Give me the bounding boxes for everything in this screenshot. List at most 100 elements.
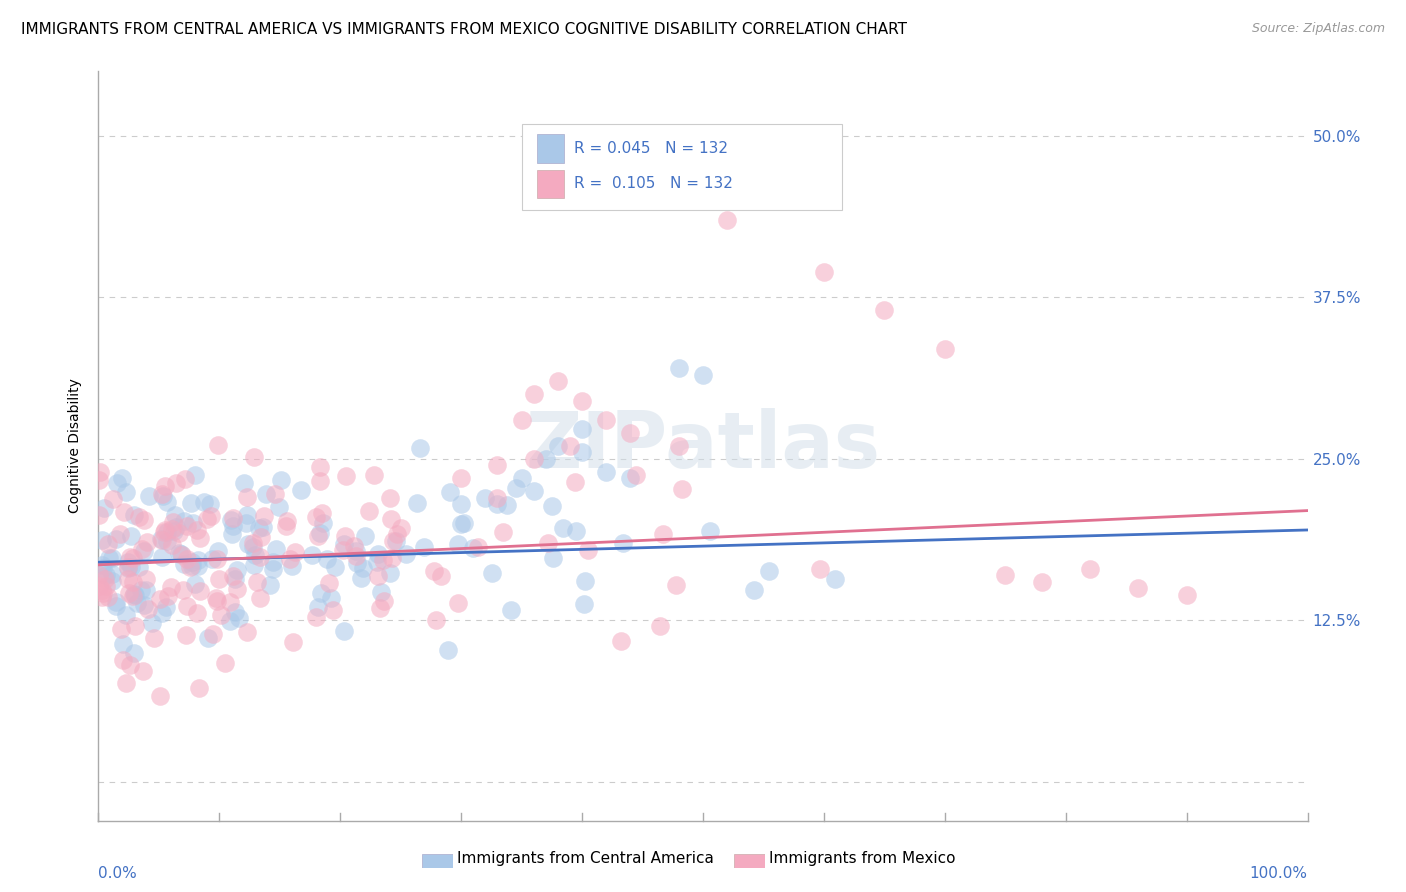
Point bbox=[758, 565, 780, 579]
Point bbox=[344, 544, 367, 558]
Point bbox=[122, 587, 145, 601]
Text: R = 0.045   N = 132: R = 0.045 N = 132 bbox=[574, 141, 728, 156]
Point bbox=[305, 610, 328, 624]
Point bbox=[131, 542, 153, 557]
Point bbox=[406, 496, 429, 510]
Point bbox=[486, 491, 509, 505]
Point bbox=[226, 582, 249, 596]
Point bbox=[136, 602, 159, 616]
Point bbox=[323, 560, 346, 574]
Point bbox=[332, 537, 354, 551]
Text: 0.0%: 0.0% bbox=[98, 865, 138, 880]
Point bbox=[176, 552, 198, 566]
Text: ZIPatlas: ZIPatlas bbox=[526, 408, 880, 484]
Point bbox=[453, 516, 475, 531]
Point bbox=[87, 508, 110, 522]
Point bbox=[571, 445, 593, 459]
Point bbox=[235, 508, 257, 522]
Point bbox=[311, 506, 333, 520]
Point bbox=[165, 520, 187, 534]
Point bbox=[224, 572, 246, 586]
Point bbox=[143, 631, 166, 645]
Point bbox=[97, 590, 120, 604]
Point bbox=[160, 522, 183, 536]
Point bbox=[110, 622, 132, 636]
Point bbox=[163, 524, 186, 538]
Point bbox=[108, 526, 131, 541]
Point bbox=[132, 598, 155, 612]
Point bbox=[368, 601, 391, 615]
Point bbox=[307, 600, 329, 615]
Point bbox=[207, 438, 229, 452]
Point bbox=[541, 499, 564, 513]
Point bbox=[619, 471, 641, 485]
Point bbox=[808, 562, 831, 576]
Bar bbox=[537, 169, 564, 198]
Point bbox=[283, 545, 305, 559]
Point bbox=[165, 475, 187, 490]
Point bbox=[505, 481, 527, 495]
Point bbox=[121, 550, 143, 565]
Point bbox=[100, 574, 122, 589]
Point bbox=[101, 491, 124, 506]
Point bbox=[332, 624, 354, 638]
Point bbox=[219, 595, 242, 609]
Point bbox=[378, 566, 401, 580]
Point bbox=[262, 555, 284, 569]
Point bbox=[994, 568, 1017, 582]
Point bbox=[162, 515, 184, 529]
Point bbox=[439, 484, 461, 499]
Point bbox=[412, 540, 434, 554]
Point bbox=[205, 594, 228, 608]
Point bbox=[101, 566, 124, 581]
Point bbox=[264, 487, 287, 501]
Point bbox=[558, 439, 581, 453]
Point bbox=[172, 583, 194, 598]
Point bbox=[118, 549, 141, 564]
Point bbox=[467, 540, 489, 554]
Point bbox=[181, 558, 204, 573]
Point bbox=[87, 579, 110, 593]
Point bbox=[90, 590, 112, 604]
Point bbox=[200, 508, 222, 523]
Point bbox=[264, 542, 287, 557]
Point bbox=[222, 519, 245, 533]
Point bbox=[547, 375, 569, 389]
Point bbox=[152, 606, 174, 620]
Point bbox=[219, 614, 242, 628]
Point bbox=[370, 585, 392, 599]
Point bbox=[624, 467, 647, 482]
Text: R =  0.105   N = 132: R = 0.105 N = 132 bbox=[574, 177, 733, 191]
Point bbox=[290, 483, 312, 497]
Point bbox=[574, 597, 596, 611]
Point bbox=[122, 508, 145, 523]
Point bbox=[141, 616, 163, 631]
Point bbox=[93, 586, 115, 600]
Point bbox=[91, 558, 114, 572]
Point bbox=[335, 468, 357, 483]
Point bbox=[461, 541, 484, 556]
Point bbox=[181, 516, 204, 530]
Point bbox=[668, 361, 690, 376]
Y-axis label: Cognitive Disability: Cognitive Disability bbox=[69, 378, 83, 514]
Point bbox=[315, 552, 337, 566]
Point bbox=[262, 562, 284, 576]
Point bbox=[536, 536, 558, 550]
FancyBboxPatch shape bbox=[522, 124, 842, 210]
Point bbox=[650, 619, 672, 633]
Point bbox=[115, 675, 138, 690]
Point bbox=[363, 468, 385, 483]
Point bbox=[319, 591, 342, 606]
Point bbox=[235, 516, 257, 531]
Point bbox=[155, 534, 177, 549]
Point bbox=[208, 572, 231, 586]
Point bbox=[188, 531, 211, 545]
Point bbox=[157, 590, 180, 604]
Point bbox=[305, 509, 328, 524]
Point bbox=[252, 520, 274, 534]
Point bbox=[117, 561, 139, 575]
Point bbox=[665, 578, 688, 592]
Point bbox=[387, 527, 409, 541]
Point bbox=[150, 549, 173, 564]
Point bbox=[198, 497, 221, 511]
